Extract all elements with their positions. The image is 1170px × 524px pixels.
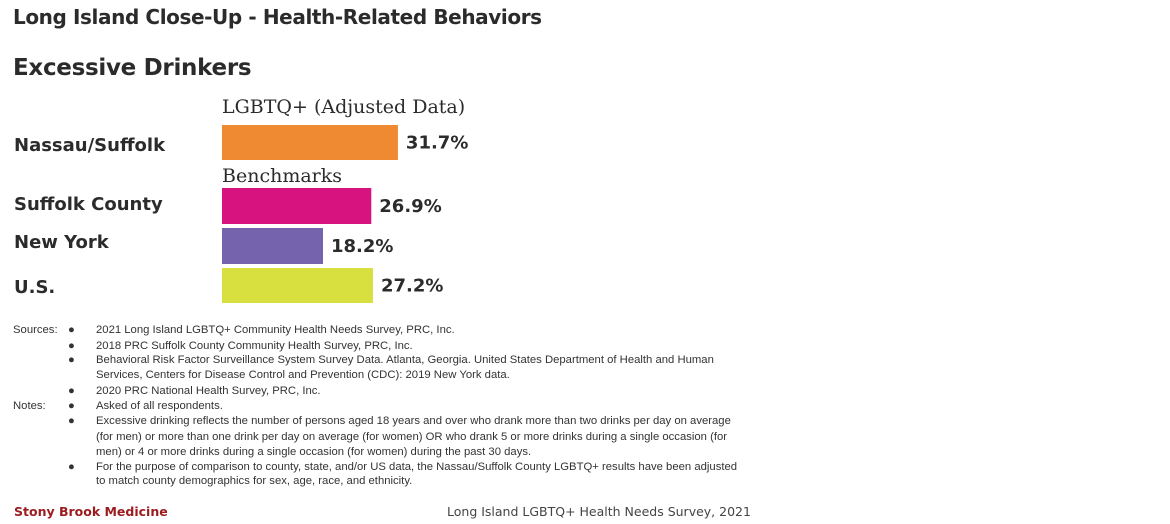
bar xyxy=(222,125,398,160)
bullet-icon: ● xyxy=(68,461,75,473)
note-text: 2021 Long Island LGBTQ+ Community Health… xyxy=(96,324,455,336)
group-label-lgbtq: LGBTQ+ (Adjusted Data) xyxy=(222,96,466,118)
note-text: Excessive drinking reflects the number o… xyxy=(96,415,731,427)
bullet-icon: ● xyxy=(68,324,75,336)
bar xyxy=(222,268,373,303)
notes-key: Notes: xyxy=(13,400,46,412)
note-text: (for men) or more than one drink per day… xyxy=(96,431,728,443)
group-label-benchmarks: Benchmarks xyxy=(222,165,343,187)
sources-key: Sources: xyxy=(13,324,58,336)
note-text: Asked of all respondents. xyxy=(96,400,223,412)
bullet-icon: ● xyxy=(68,400,75,412)
note-text: to match county demographics for sex, ag… xyxy=(96,475,413,487)
bar-value-label: 26.9% xyxy=(379,196,441,217)
bullet-icon: ● xyxy=(68,354,75,366)
bar xyxy=(222,228,324,264)
bar-value-label: 27.2% xyxy=(381,276,443,297)
bar xyxy=(222,188,372,224)
note-text: 2020 PRC National Health Survey, PRC, In… xyxy=(96,385,321,397)
footer-source: Long Island LGBTQ+ Health Needs Survey, … xyxy=(447,504,751,519)
note-text: 2018 PRC Suffolk County Community Health… xyxy=(96,340,413,352)
category-label: Nassau/Suffolk xyxy=(14,135,166,156)
category-label: New York xyxy=(14,232,109,253)
bullet-icon: ● xyxy=(68,385,75,397)
bar-value-label: 18.2% xyxy=(331,236,393,257)
category-label: U.S. xyxy=(14,277,56,298)
note-text: Services, Centers for Disease Control an… xyxy=(96,369,510,381)
note-text: Behavioral Risk Factor Surveillance Syst… xyxy=(96,354,714,366)
bullet-icon: ● xyxy=(68,415,75,427)
note-text: For the purpose of comparison to county,… xyxy=(96,461,738,473)
page-title: Long Island Close-Up - Health-Related Be… xyxy=(13,5,542,29)
note-text: men) or 4 or more drinks during a single… xyxy=(96,446,532,458)
bar-chart: 31.7% 26.9% 18.2% 27.2% xyxy=(222,125,468,303)
footer-brand: Stony Brook Medicine xyxy=(14,504,168,519)
bullet-icon: ● xyxy=(68,340,75,352)
category-label: Suffolk County xyxy=(14,194,163,215)
chart-title: Excessive Drinkers xyxy=(13,55,252,81)
bar-value-label: 31.7% xyxy=(406,133,468,154)
